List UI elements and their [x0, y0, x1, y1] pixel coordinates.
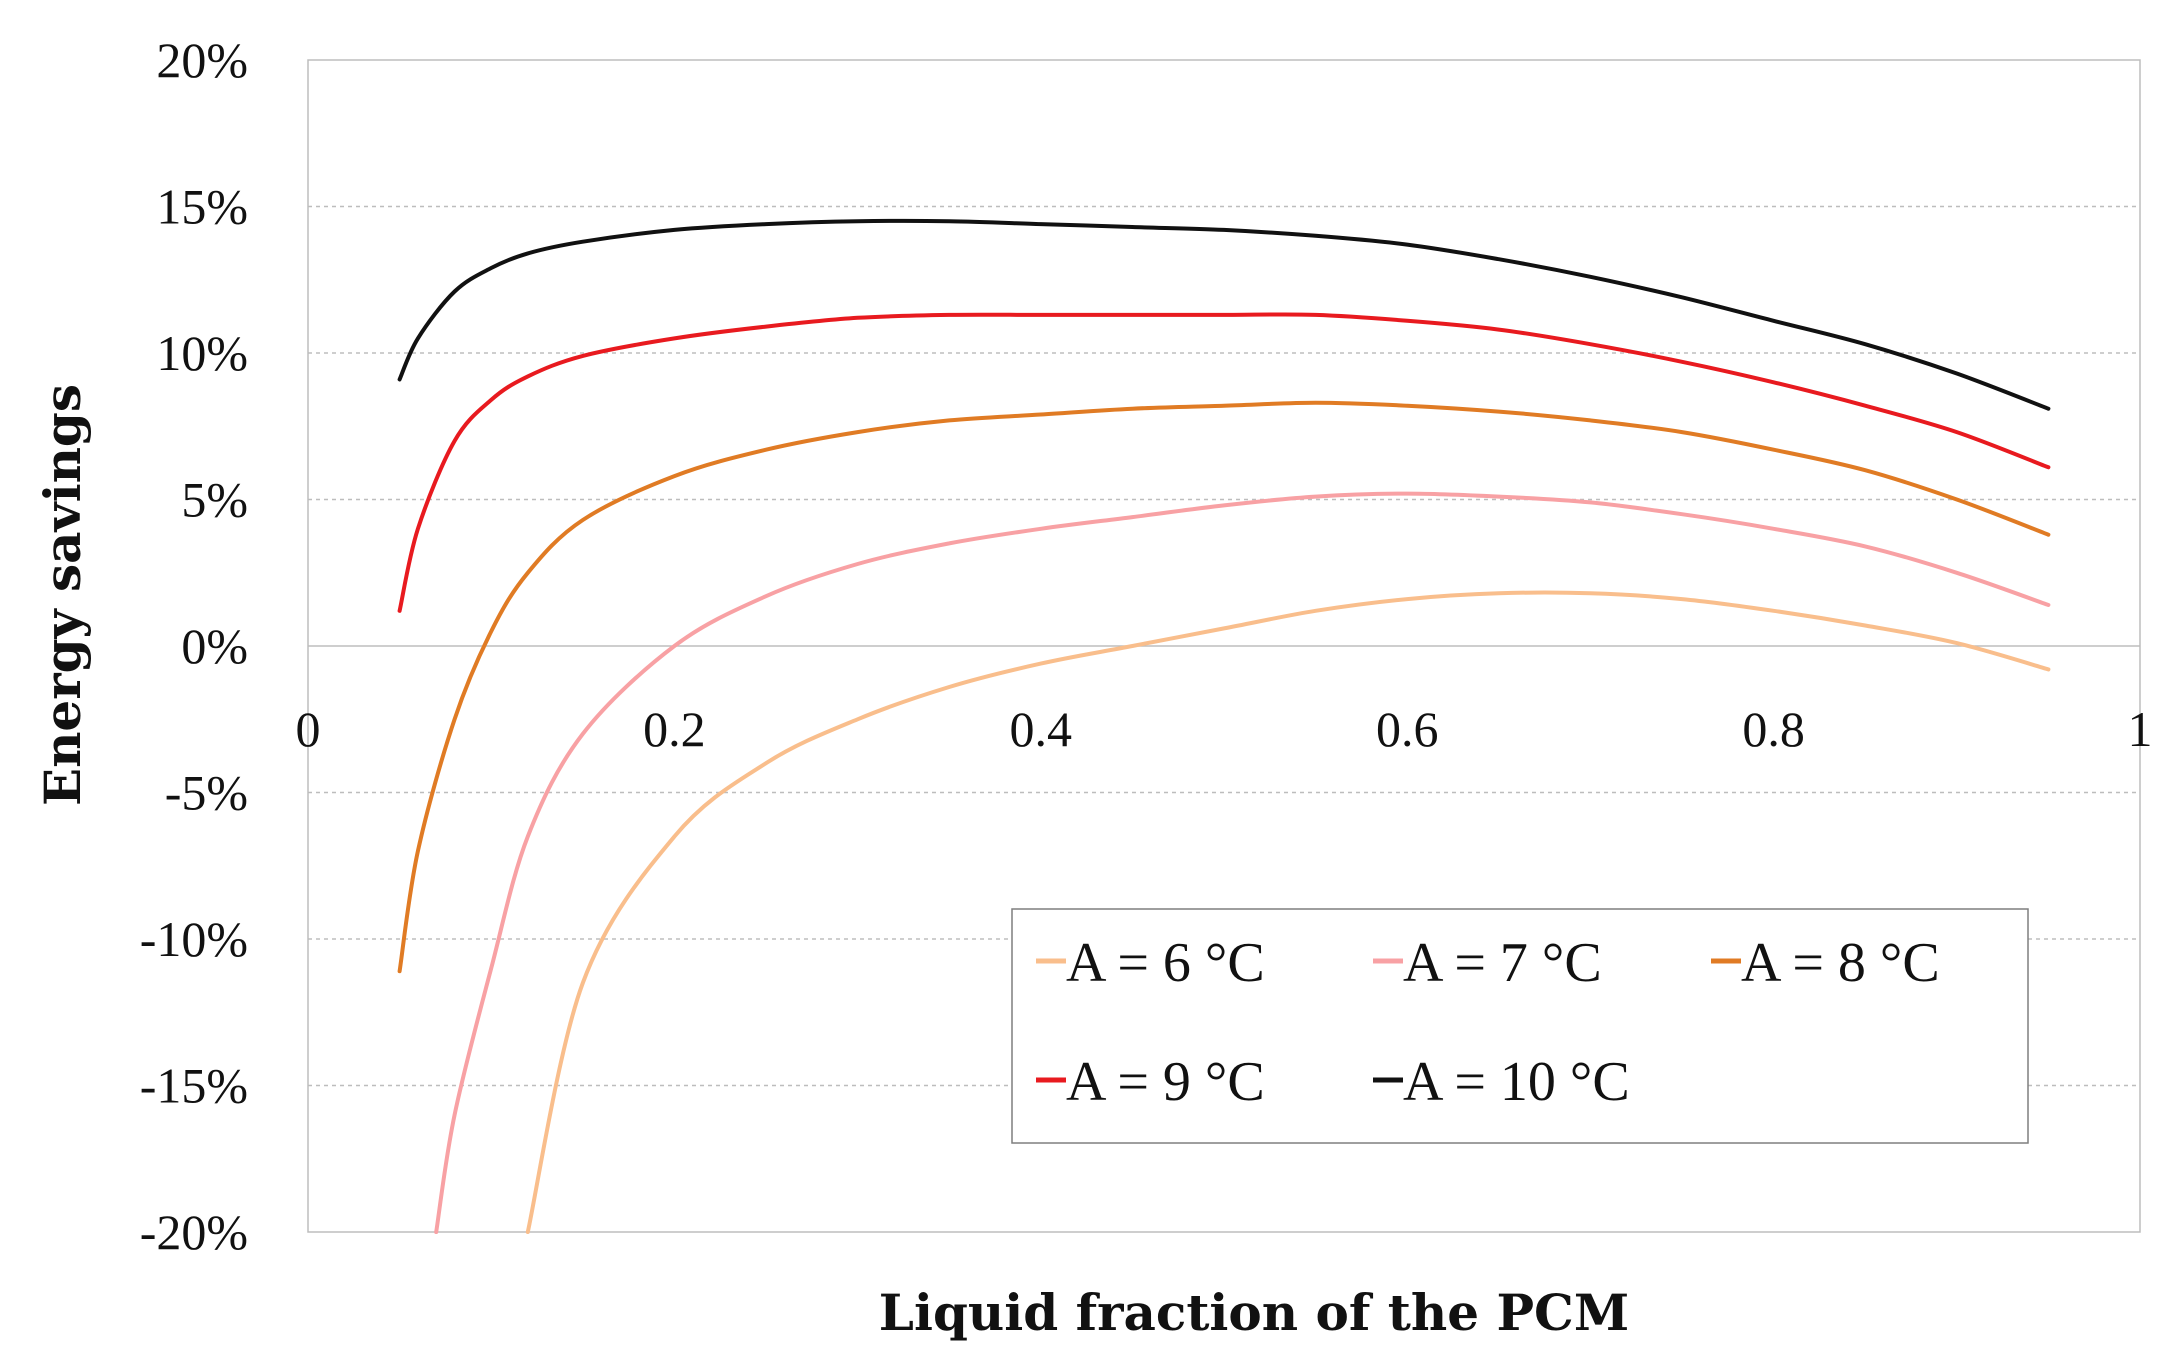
legend-label: A = 10 °C [1403, 1051, 1630, 1113]
x-tick-label: 0 [296, 701, 321, 757]
y-tick-label: -20% [140, 1204, 248, 1260]
legend-item: A = 7 °C [1373, 932, 1602, 994]
legend-item: A = 9 °C [1036, 1051, 1265, 1113]
y-tick-label: 15% [156, 179, 248, 235]
series-line-2 [434, 491, 2051, 1234]
y-tick-label: 5% [181, 472, 248, 528]
y-tick-label: 20% [156, 32, 248, 88]
y-tick-label: -5% [165, 765, 248, 821]
legend-label: A = 7 °C [1403, 932, 1602, 994]
series-line-4 [397, 312, 2051, 613]
legend-label: A = 8 °C [1741, 932, 1940, 994]
legend-item: A = 10 °C [1373, 1051, 1630, 1113]
x-tick-label: 0.8 [1742, 701, 1805, 757]
legend-box [1011, 908, 2029, 1144]
x-tick-label: 0.6 [1376, 701, 1439, 757]
series-line-5 [397, 218, 2051, 411]
legend-label: A = 6 °C [1066, 932, 1265, 994]
y-tick-label: 10% [156, 325, 248, 381]
x-axis-title: Liquid fraction of the PCM [879, 1283, 1629, 1342]
y-tick-label: -10% [140, 911, 248, 967]
x-tick-label: 1 [2128, 701, 2153, 757]
plot-area-frame [307, 59, 2141, 1233]
legend-item: A = 6 °C [1036, 932, 1265, 994]
series-line-1 [525, 590, 2051, 1234]
y-tick-label: 0% [181, 618, 248, 674]
x-axis-tick-labels: 0 0.2 0.4 0.6 0.8 1 [296, 701, 2153, 757]
x-tick-label: 0.2 [643, 701, 706, 757]
legend-item: A = 8 °C [1711, 932, 1940, 994]
y-axis-tick-labels: 20% 15% 10% 5% 0% -5% -10% -15% -20% [140, 32, 248, 1260]
legend-items: A = 6 °C A = 7 °C A = 8 °C A = 9 °C A = 10 °… [1036, 932, 1940, 1113]
legend-label: A = 9 °C [1066, 1051, 1265, 1113]
series-line-3 [397, 400, 2051, 974]
x-tick-label: 0.4 [1010, 701, 1073, 757]
legend: A = 6 °C A = 7 °C A = 8 °C A = 9 °C A = 10 °… [1011, 908, 2029, 1144]
y-tick-label: -15% [140, 1058, 248, 1114]
series-lines [397, 218, 2051, 1234]
y-axis-title: Energy savings [33, 384, 92, 806]
